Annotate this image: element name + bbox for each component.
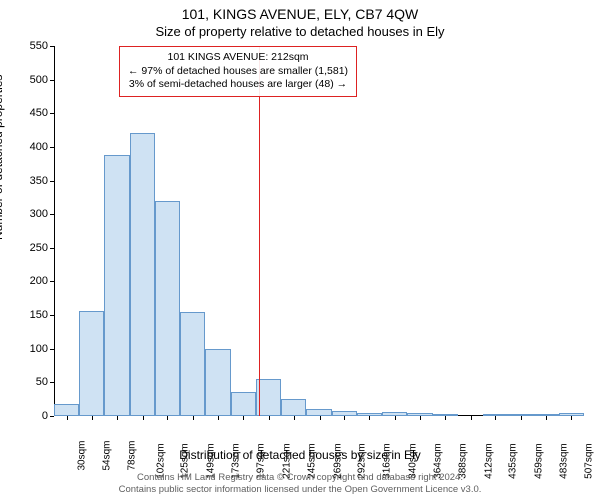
info-box-line: 3% of semi-detached houses are larger (4… (128, 78, 348, 92)
xtick-mark (269, 416, 270, 420)
histogram-bar (534, 414, 559, 416)
xtick-mark (571, 416, 572, 420)
ytick-mark (50, 46, 54, 47)
ytick-label: 500 (30, 74, 48, 86)
xtick-mark (67, 416, 68, 420)
ytick-mark (50, 113, 54, 114)
info-box-line: 101 KINGS AVENUE: 212sqm (128, 51, 348, 65)
ytick-mark (50, 181, 54, 182)
ytick-label: 350 (30, 175, 48, 187)
ytick-mark (50, 349, 54, 350)
xtick-mark (546, 416, 547, 420)
ytick-mark (50, 382, 54, 383)
xtick-label: 30sqm (76, 441, 87, 471)
xtick-mark (395, 416, 396, 420)
ytick-label: 250 (30, 242, 48, 254)
footer: Contains HM Land Registry data © Crown c… (0, 472, 600, 496)
xtick-label: 54sqm (102, 441, 113, 471)
xtick-mark (294, 416, 295, 420)
histogram-bar (382, 412, 407, 416)
ytick-label: 0 (42, 410, 48, 422)
y-axis-label: Number of detached properties (0, 75, 5, 240)
y-axis-line (54, 46, 55, 416)
xtick-mark (420, 416, 421, 420)
xtick-mark (521, 416, 522, 420)
histogram-bar (205, 349, 230, 416)
xtick-mark (495, 416, 496, 420)
ytick-label: 450 (30, 107, 48, 119)
page-title-line2: Size of property relative to detached ho… (0, 24, 600, 39)
histogram-bar (155, 201, 180, 416)
histogram-bar (332, 411, 357, 416)
histogram-bar (130, 133, 155, 416)
xtick-mark (92, 416, 93, 420)
histogram-bar (508, 414, 533, 416)
reference-line (259, 46, 260, 416)
histogram-bar (281, 399, 306, 416)
xtick-mark (193, 416, 194, 420)
histogram-bar (54, 404, 79, 416)
xtick-mark (143, 416, 144, 420)
ytick-label: 50 (36, 376, 48, 388)
histogram-bar (407, 413, 432, 416)
info-box-line: ← 97% of detached houses are smaller (1,… (128, 65, 348, 79)
ytick-label: 150 (30, 309, 48, 321)
xtick-mark (471, 416, 472, 420)
ytick-mark (50, 214, 54, 215)
ytick-label: 300 (30, 208, 48, 220)
ytick-mark (50, 315, 54, 316)
footer-line2: Contains public sector information licen… (0, 484, 600, 496)
xtick-mark (243, 416, 244, 420)
histogram-bar (306, 409, 331, 416)
xtick-mark (369, 416, 370, 420)
ytick-mark (50, 80, 54, 81)
xtick-mark (445, 416, 446, 420)
histogram-bar (79, 311, 104, 416)
histogram-bar (483, 414, 508, 416)
ytick-mark (50, 416, 54, 417)
xtick-mark (320, 416, 321, 420)
reference-info-box: 101 KINGS AVENUE: 212sqm← 97% of detache… (119, 46, 357, 97)
ytick-mark (50, 248, 54, 249)
histogram-bar (104, 155, 129, 416)
xtick-mark (344, 416, 345, 420)
xtick-mark (117, 416, 118, 420)
footer-line1: Contains HM Land Registry data © Crown c… (0, 472, 600, 484)
ytick-mark (50, 281, 54, 282)
page-title-line1: 101, KINGS AVENUE, ELY, CB7 4QW (0, 6, 600, 22)
ytick-label: 400 (30, 141, 48, 153)
xtick-mark (218, 416, 219, 420)
histogram-bar (433, 414, 458, 416)
histogram-bar (357, 413, 382, 416)
ytick-mark (50, 147, 54, 148)
xtick-label: 78sqm (127, 441, 138, 471)
ytick-label: 200 (30, 275, 48, 287)
ytick-label: 100 (30, 343, 48, 355)
plot-area: 05010015020025030035040045050055030sqm54… (54, 46, 584, 416)
histogram-bar (559, 413, 584, 416)
ytick-label: 550 (30, 40, 48, 52)
xtick-mark (167, 416, 168, 420)
histogram-bar (180, 312, 205, 416)
histogram-bar (231, 392, 256, 416)
chart-container: 101, KINGS AVENUE, ELY, CB7 4QW Size of … (0, 0, 600, 500)
